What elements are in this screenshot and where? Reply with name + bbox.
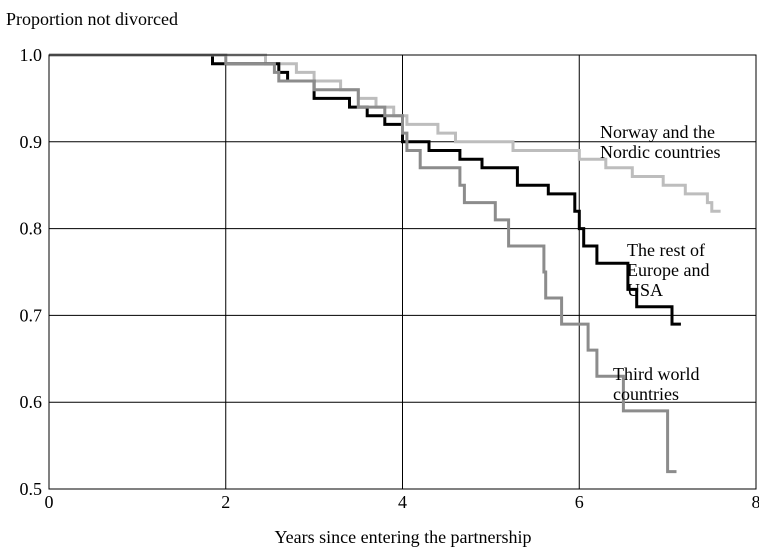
plot-frame xyxy=(48,54,757,490)
series-lines xyxy=(49,53,721,474)
series-label-line: The rest of xyxy=(627,240,705,260)
series-label-0: Norway and the Nordic countries xyxy=(600,122,720,162)
series-labels: Norway and the Nordic countries The rest o… xyxy=(600,122,720,404)
x-tick-label: 8 xyxy=(752,492,759,512)
series-label-line: Norway and the xyxy=(600,122,715,142)
series-label-2: Third world countries xyxy=(613,364,699,404)
y-tick-label: 0.7 xyxy=(20,305,43,325)
x-tick-label: 4 xyxy=(398,492,407,512)
series-label-1: The rest of Europe and USA xyxy=(627,240,709,300)
y-tick-label: 0.8 xyxy=(20,219,43,239)
x-tick-label: 2 xyxy=(221,492,230,512)
y-tick-label: 0.9 xyxy=(20,132,43,152)
y-tick-label: 0.5 xyxy=(20,479,43,499)
tick-labels: 0 2 4 6 8 0.5 0.6 0.7 0.8 0.9 1.0 xyxy=(20,45,759,512)
x-axis-label: Years since entering the partnership xyxy=(274,527,531,547)
series-line-2 xyxy=(49,53,677,474)
series-label-line: USA xyxy=(627,280,663,300)
y-tick-label: 0.6 xyxy=(20,392,43,412)
series-label-line: countries xyxy=(613,384,679,404)
series-label-line: Nordic countries xyxy=(600,142,720,162)
series-label-line: Third world xyxy=(613,364,699,384)
series-line-1 xyxy=(49,53,681,326)
x-tick-label: 0 xyxy=(45,492,54,512)
series-line-0 xyxy=(49,53,721,213)
series-label-line: Europe and xyxy=(627,260,709,280)
y-axis-label: Proportion not divorced xyxy=(6,9,178,29)
x-tick-label: 6 xyxy=(575,492,584,512)
y-tick-label: 1.0 xyxy=(20,45,43,65)
